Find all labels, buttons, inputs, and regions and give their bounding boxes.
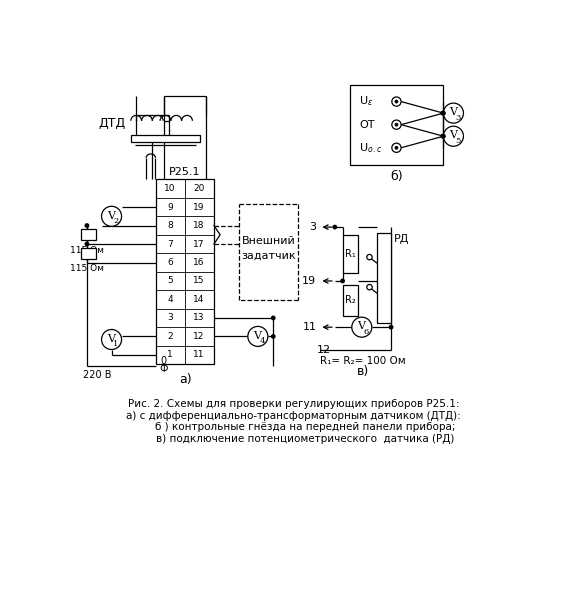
Circle shape [444,126,464,146]
Text: 11: 11 [193,350,205,359]
Circle shape [392,97,401,106]
Text: 5: 5 [456,137,461,145]
Text: 1: 1 [167,350,173,359]
Text: 9: 9 [167,203,173,211]
Text: 18: 18 [193,221,205,230]
Text: 13: 13 [193,314,205,322]
Text: 15: 15 [193,276,205,286]
Circle shape [390,325,393,329]
Bar [81,230,96,240]
Text: 3: 3 [309,222,316,232]
Text: 19: 19 [193,203,205,211]
Text: а) с дифференциально-трансформаторным датчиком (ДТД):: а) с дифференциально-трансформаторным да… [126,410,461,421]
Bar [81,248,96,259]
Circle shape [367,255,372,260]
Text: а): а) [179,373,191,386]
Text: 115 Ом: 115 Ом [70,245,104,255]
Text: ОТ: ОТ [359,120,375,130]
Text: 5: 5 [167,276,173,286]
Text: Внешний
задатчик: Внешний задатчик [241,236,296,260]
Circle shape [341,280,344,283]
Circle shape [395,100,398,103]
Bar [377,233,391,323]
Text: 3: 3 [167,314,173,322]
Text: 16: 16 [193,258,205,267]
Circle shape [392,143,401,152]
Circle shape [85,242,89,245]
Text: U$_{о.с}$: U$_{о.с}$ [359,141,383,155]
Text: 1: 1 [113,340,119,348]
Circle shape [442,135,445,138]
Circle shape [333,225,336,229]
Text: 4: 4 [260,337,265,345]
Text: 4: 4 [167,295,173,304]
Text: 7: 7 [167,239,173,248]
Text: 14: 14 [193,295,204,304]
Text: V: V [253,331,261,340]
Text: 12: 12 [193,332,204,341]
Text: R₁= R₂= 100 Ом: R₁= R₂= 100 Ом [320,356,406,366]
Circle shape [272,335,275,338]
Bar [156,179,214,364]
Text: 10: 10 [164,184,176,193]
Text: Рис. 2. Схемы для проверки регулирующих приборов Р25.1:: Рис. 2. Схемы для проверки регулирующих … [128,399,459,409]
Text: V: V [107,334,115,343]
Text: 6: 6 [364,328,369,336]
Circle shape [441,135,444,138]
Circle shape [392,120,401,129]
Text: ДТД: ДТД [98,117,125,130]
Text: б ) контрольные гнёзда на передней панели прибора;: б ) контрольные гнёзда на передней панел… [155,422,455,432]
Text: 220 В: 220 В [83,370,112,379]
Text: 6: 6 [167,258,173,267]
Text: V: V [449,130,457,141]
Text: V: V [449,107,457,118]
Text: Р25.1: Р25.1 [170,167,201,177]
Text: 12: 12 [316,345,331,355]
Text: 3: 3 [456,114,461,122]
Text: V: V [107,211,115,220]
Text: 0: 0 [161,356,167,366]
Text: 2: 2 [167,332,173,341]
Text: Ф: Ф [160,364,168,374]
Text: 20: 20 [193,184,204,193]
Circle shape [395,146,398,149]
Bar [350,85,443,166]
Text: 11: 11 [303,322,316,332]
Circle shape [248,326,268,347]
Text: в) подключение потенциометрического  датчика (РД): в) подключение потенциометрического датч… [156,434,454,444]
Circle shape [444,103,464,123]
Circle shape [367,284,372,290]
Circle shape [85,224,89,227]
Circle shape [101,206,121,227]
Circle shape [272,316,275,320]
Bar [343,285,358,315]
Circle shape [442,111,445,115]
Text: 19: 19 [302,276,316,286]
Text: 8: 8 [167,221,173,230]
Text: 2: 2 [113,217,119,225]
Circle shape [395,123,398,126]
Bar [131,135,200,143]
Text: V: V [357,322,365,331]
Text: R₁: R₁ [345,249,356,259]
Text: б): б) [390,170,403,183]
Circle shape [352,317,372,337]
Text: R₂: R₂ [345,295,356,305]
Text: 115 Ом: 115 Ом [70,264,104,273]
Text: U$_\varepsilon$: U$_\varepsilon$ [359,94,374,108]
Text: 17: 17 [193,239,205,248]
Text: в): в) [356,365,368,378]
Bar [343,235,358,273]
Circle shape [441,111,444,115]
Text: РД: РД [394,234,409,244]
Circle shape [101,329,121,350]
